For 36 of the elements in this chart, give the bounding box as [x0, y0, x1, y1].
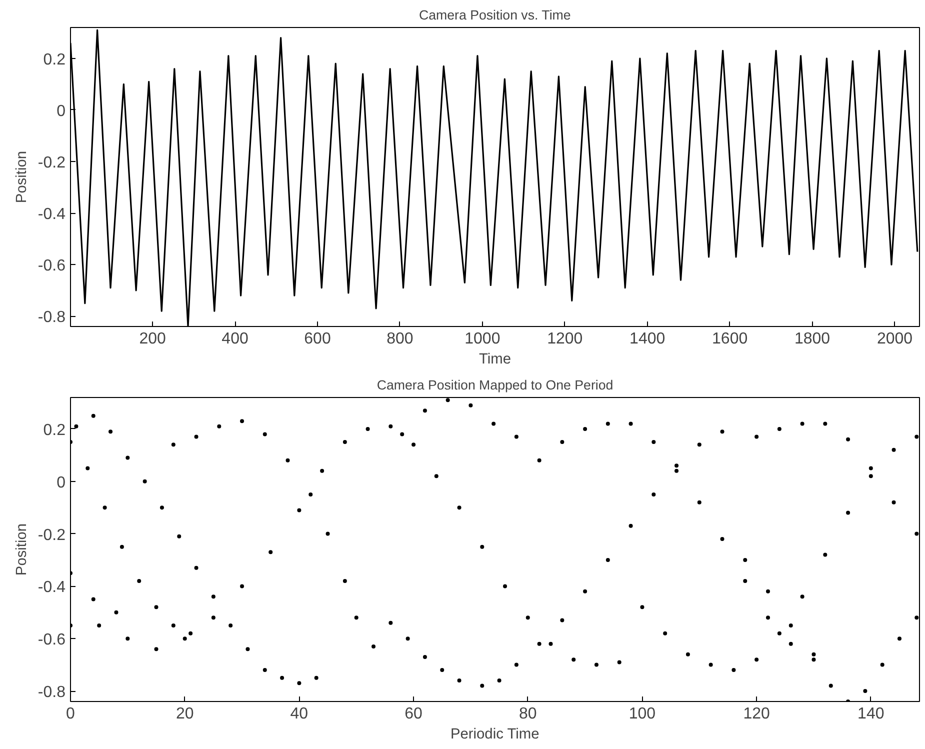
- x-tick-label: 400: [222, 330, 248, 348]
- y-tick-label: -0.4: [38, 579, 66, 596]
- x-tick-label: 20: [176, 706, 194, 722]
- x-axis-title: Time: [478, 352, 512, 368]
- chart-title: Camera Position Mapped to One Period: [376, 378, 614, 392]
- x-tick-label: 600: [304, 330, 331, 348]
- x-tick-label: 80: [518, 706, 537, 722]
- x-tick-label: 1200: [547, 330, 583, 348]
- x-tick-label: 140: [858, 706, 884, 722]
- x-tick-label: 40: [290, 706, 308, 722]
- x-tick-label: 60: [404, 706, 423, 722]
- y-tick-label: 0.2: [43, 422, 66, 439]
- y-tick-label: -0.8: [38, 684, 66, 702]
- x-tick-label: 800: [386, 330, 414, 348]
- y-tick-label: 0.2: [43, 51, 66, 68]
- x-tick-label: 1800: [794, 330, 830, 348]
- x-tick-label: 1000: [464, 330, 500, 348]
- y-tick-label: 0: [56, 474, 66, 492]
- x-tick-label: 1400: [630, 330, 666, 348]
- x-tick-label: 1600: [712, 330, 748, 348]
- y-tick-label: -0.2: [38, 526, 66, 544]
- x-tick-label: 200: [139, 330, 166, 348]
- y-tick-label: 0: [56, 102, 66, 120]
- line-series: [70, 29, 918, 326]
- x-tick-label: 100: [628, 706, 656, 722]
- x-axis-title: Periodic Time: [450, 726, 540, 742]
- y-axis-title: Position: [14, 523, 30, 576]
- chart-title: Camera Position vs. Time: [418, 8, 571, 22]
- y-tick-label: -0.6: [38, 258, 66, 275]
- x-tick-label: 120: [743, 706, 770, 722]
- y-tick-label: -0.4: [38, 206, 66, 224]
- x-tick-label: 2000: [876, 330, 913, 348]
- y-tick-label: -0.6: [38, 632, 66, 649]
- y-tick-label: -0.2: [38, 154, 66, 172]
- y-tick-label: -0.8: [38, 309, 66, 326]
- y-axis-title: Position: [14, 150, 30, 204]
